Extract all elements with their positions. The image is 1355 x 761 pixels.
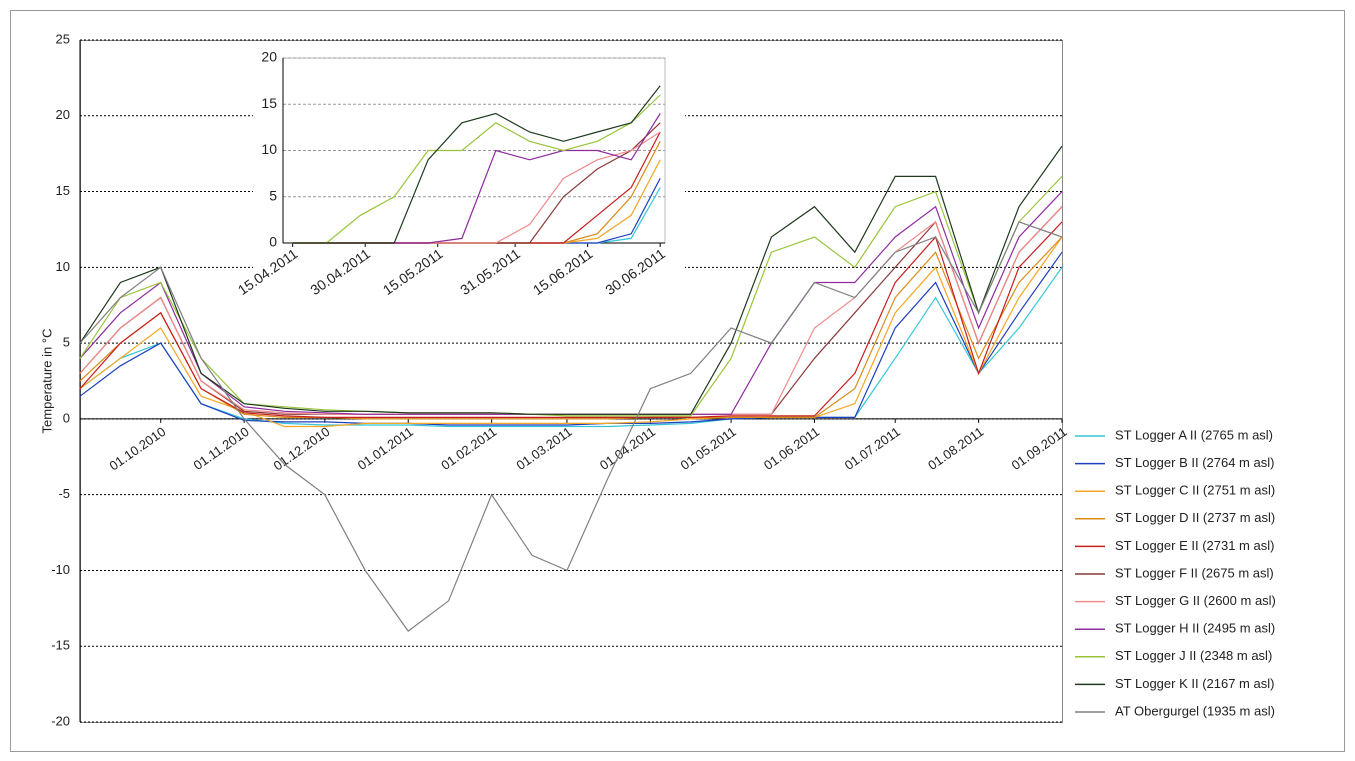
legend-label: ST Logger G II (2600 m asl) [1115,593,1276,608]
legend-label: ST Logger F II (2675 m asl) [1115,565,1274,580]
y-tick-label: 15 [261,95,277,111]
legend-label: AT Obergurgel (1935 m asl) [1115,703,1275,718]
legend-label: ST Logger C II (2751 m asl) [1115,483,1275,498]
series-line [292,85,661,244]
legend-label: ST Logger E II (2731 m asl) [1115,538,1274,553]
series-line [79,236,1063,420]
series-line [79,221,1063,632]
series-line [79,221,1063,418]
legend-label: ST Logger H II (2495 m asl) [1115,621,1275,636]
y-tick-label: 5 [269,187,277,203]
legend-label: ST Logger K II (2167 m asl) [1115,676,1274,691]
y-tick-label: 0 [269,234,277,250]
y-tick-label: 10 [261,141,277,157]
y-tick-label: 15 [56,183,70,198]
y-tick-label: -10 [51,562,70,577]
y-tick-label: 25 [56,31,70,46]
y-tick-label: -20 [51,713,70,728]
series-line [79,251,1063,426]
y-tick-label: 5 [63,335,70,350]
y-tick-label: -5 [58,486,70,501]
legend-label: ST Logger D II (2737 m asl) [1115,510,1275,525]
y-tick-label: 10 [56,259,70,274]
y-tick-label: 0 [63,410,70,425]
legend-label: ST Logger B II (2764 m asl) [1115,455,1274,470]
legend-label: ST Logger J II (2348 m asl) [1115,648,1272,663]
series-line [292,94,661,244]
y-tick-label: 20 [261,49,277,65]
y-tick-label: 20 [56,107,70,122]
legend-label: ST Logger A II (2765 m asl) [1115,427,1273,442]
series-line [79,145,1063,415]
y-axis-label: Temperature in °C [39,329,54,434]
y-tick-label: -15 [51,638,70,653]
